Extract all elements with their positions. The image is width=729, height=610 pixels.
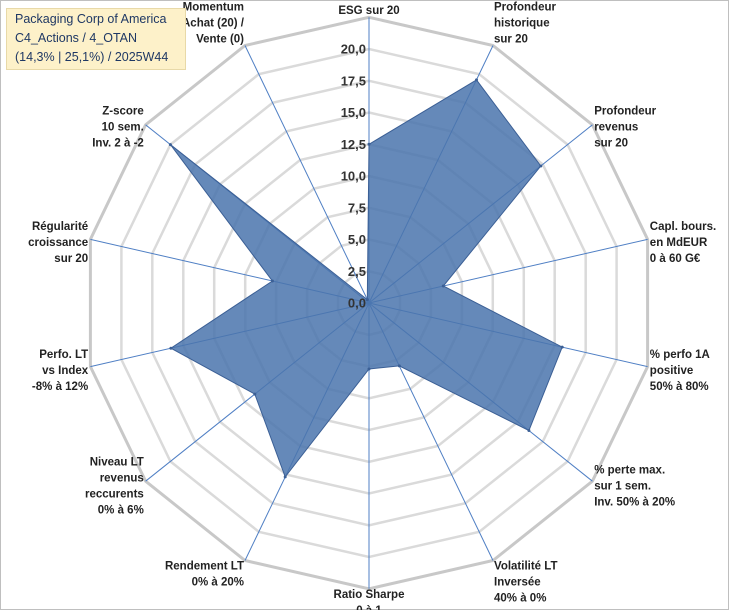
axis-label: 0 à 60 G€ [650, 253, 701, 265]
axis-label: Volatilité LT [494, 561, 557, 573]
axis-label: 0% à 20% [192, 577, 244, 589]
tick-label: 12,5 [341, 137, 366, 152]
axis-label-group: Rendement LT 0% à 20% [165, 561, 244, 589]
axis-label: Profondeur [494, 2, 556, 14]
series-point [270, 279, 274, 283]
axis-label: Niveau LT [90, 457, 144, 469]
tick-label: 17,5 [341, 73, 366, 88]
series-point [397, 364, 401, 368]
axis-label: Inv. 50% à 20% [594, 497, 675, 509]
tick-labels: 0,0 2,5 5,0 7,5 10,0 12,5 15,0 17,5 20,0 [341, 42, 366, 311]
axis-label: Régularité [32, 221, 88, 233]
axis-label-group: Volatilité LT Inversée 40% à 0% [494, 561, 557, 605]
axis-label-group: Z-score 10 sem. Inv. 2 à -2 [92, 105, 144, 149]
axis-label-group: Profondeur revenus sur 20 [594, 105, 656, 149]
title-category: C4_Actions / 4_OTAN [15, 31, 138, 45]
title-stats: (14,3% | 25,1%) / 2025W44 [15, 50, 169, 64]
axis-label: sur 20 [54, 253, 88, 265]
axis-label-group: Note ESG sur 20 [338, 0, 399, 17]
axis-label: Inversée [494, 577, 541, 589]
axis-label-group: Profondeur historique sur 20 [494, 2, 556, 46]
tick-label: 7,5 [348, 200, 366, 215]
axis-label: Perfo. LT [39, 349, 88, 361]
axis-label-group: % perte max. sur 1 sem. Inv. 50% à 20% [594, 465, 675, 509]
tick-label: 0,0 [348, 296, 366, 311]
tick-label: 10,0 [341, 169, 366, 184]
series-point [475, 78, 478, 82]
axis-spoke [244, 45, 370, 304]
chart-title-box: Packaging Corp of America C4_Actions / 4… [6, 8, 186, 70]
axis-label: Momentum [183, 2, 244, 14]
series-point [365, 298, 369, 302]
axis-label: Achat (20) / [182, 18, 245, 30]
axis-label: sur 1 sem. [594, 481, 651, 493]
axis-label: vs Index [42, 365, 89, 377]
axis-label-group: Momentum Achat (20) / Vente (0) [182, 2, 245, 46]
series-point [168, 143, 172, 147]
series-point [527, 429, 531, 432]
series-point [367, 142, 371, 146]
axis-label: Profondeur [594, 105, 656, 117]
axis-label: Ratio Sharpe [334, 589, 405, 601]
axis-label: Vente (0) [196, 34, 244, 46]
axis-label: croissance [28, 237, 88, 249]
series-point [169, 346, 173, 350]
series-layer [168, 78, 564, 479]
axis-label: % perte max. [594, 465, 665, 477]
axis-labels: Note ESG sur 20 Profondeur historique sur 20… [28, 0, 716, 610]
axis-label: 0% à 6% [98, 505, 144, 517]
tick-label: 5,0 [348, 232, 366, 247]
series-point [367, 367, 371, 371]
series-point [560, 345, 564, 349]
series-point [539, 164, 543, 168]
series-point [283, 475, 287, 479]
tick-label: 15,0 [341, 105, 366, 120]
axis-label-group: Ratio Sharpe 0 à 1 [334, 589, 405, 610]
axis-label: sur 20 [494, 34, 528, 46]
axis-label: Inv. 2 à -2 [92, 137, 144, 149]
series-area [169, 79, 563, 478]
axis-label: 50% à 80% [650, 381, 709, 393]
axis-label: Z-score [102, 105, 144, 117]
axis-label: 40% à 0% [494, 593, 546, 605]
axis-label-group: Perfo. LT vs Index -8% à 12% [32, 349, 89, 393]
axis-label: Rendement LT [165, 561, 244, 573]
series-point [253, 392, 257, 396]
axis-label: historique [494, 18, 550, 30]
axis-label: % perfo 1A [650, 349, 710, 361]
tick-label: 2,5 [348, 264, 366, 279]
axis-label: 10 sem. [102, 121, 144, 133]
axis-label: positive [650, 365, 693, 377]
axis-label: revenus [100, 473, 144, 485]
axis-label: revenus [594, 121, 638, 133]
axis-label: 0 à 1 [356, 605, 382, 610]
axis-label-group: Niveau LT revenus reccurents 0% à 6% [85, 457, 144, 517]
axis-label: ESG sur 20 [338, 5, 399, 17]
axis-label-group: Capl. bours. en MdEUR 0 à 60 G€ [650, 221, 716, 265]
axis-label-group: % perfo 1A positive 50% à 80% [650, 349, 710, 393]
tick-label: 20,0 [341, 42, 366, 57]
axis-label: Note [356, 0, 382, 1]
title-company: Packaging Corp of America [15, 12, 167, 26]
axis-label: -8% à 12% [32, 381, 88, 393]
axis-label: sur 20 [594, 137, 628, 149]
series-point [441, 284, 445, 288]
axis-label-group: Régularité croissance sur 20 [28, 221, 88, 265]
axis-label: reccurents [85, 489, 144, 501]
axis-label: Capl. bours. [650, 221, 716, 233]
axis-label: en MdEUR [650, 237, 708, 249]
